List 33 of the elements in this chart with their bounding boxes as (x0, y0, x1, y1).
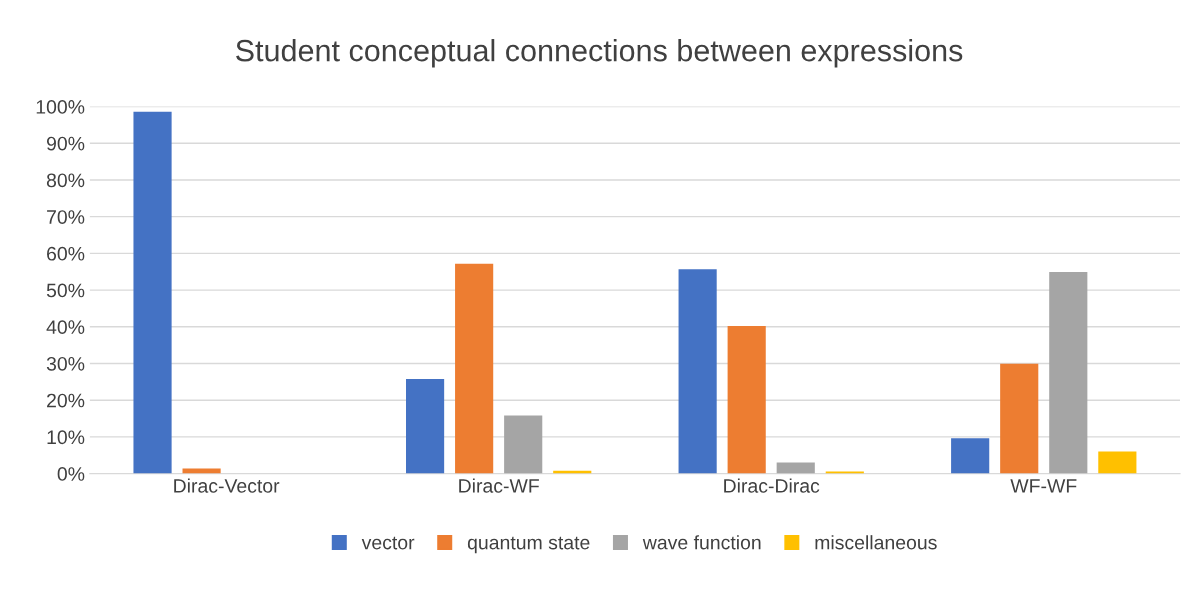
bar (776, 462, 815, 474)
bar (133, 111, 172, 474)
bar (455, 263, 494, 474)
y-tick-label: 30% (46, 356, 85, 371)
bar (1049, 272, 1088, 474)
legend-label: vector (361, 536, 415, 550)
y-tick-label: 50% (46, 283, 85, 298)
bar (825, 471, 864, 474)
y-tick-label: 100% (36, 100, 85, 114)
x-tick-label: Dirac-Vector (174, 478, 280, 493)
y-tick-label: 80% (46, 173, 85, 188)
y-tick-label: 10% (47, 430, 85, 445)
chart-title: Student conceptual connections between expressions (236, 39, 963, 68)
bar (1098, 451, 1137, 474)
bar (504, 415, 543, 474)
y-tick-label: 20% (47, 393, 85, 408)
bar (406, 378, 445, 474)
y-tick-label: 90% (46, 136, 85, 151)
x-tick-label: Dirac-Dirac (724, 478, 820, 493)
bar (727, 326, 766, 474)
y-tick-label: 0% (57, 467, 85, 481)
bar (1000, 363, 1039, 474)
y-tick-label: 70% (47, 210, 85, 224)
x-tick-label: Dirac-WF (459, 478, 539, 493)
legend-label: miscellaneous (815, 535, 937, 550)
y-tick-label: 40% (46, 320, 85, 335)
legend-label: quantum state (467, 536, 590, 554)
bar (951, 438, 990, 474)
y-tick-label: 60% (47, 246, 85, 261)
bar (678, 269, 717, 474)
x-tick-label: WF-WF (1010, 479, 1077, 493)
legend-label: wave function (642, 535, 761, 550)
bar (182, 468, 221, 474)
